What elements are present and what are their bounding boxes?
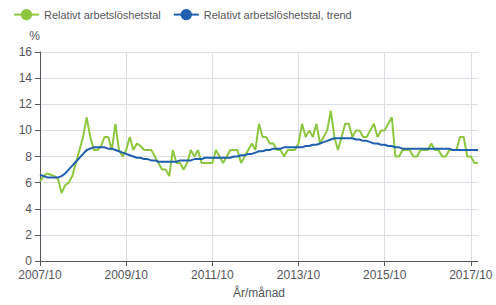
- svg-text:Relativt arbetslöshetstal: Relativt arbetslöshetstal: [44, 9, 161, 21]
- svg-text:12: 12: [19, 97, 33, 111]
- svg-text:Relativt arbetslöshetstal, tre: Relativt arbetslöshetstal, trend: [204, 9, 352, 21]
- svg-text:14: 14: [19, 71, 33, 85]
- svg-text:4: 4: [25, 202, 32, 216]
- svg-text:2017/10: 2017/10: [449, 268, 493, 282]
- svg-text:2007/10: 2007/10: [18, 268, 62, 282]
- svg-text:2011/10: 2011/10: [191, 268, 234, 282]
- svg-text:6: 6: [25, 176, 32, 190]
- svg-text:2013/10: 2013/10: [277, 268, 321, 282]
- svg-text:%: %: [29, 29, 40, 43]
- svg-text:8: 8: [25, 150, 32, 164]
- svg-text:0: 0: [25, 254, 32, 268]
- svg-text:2009/10: 2009/10: [104, 268, 148, 282]
- svg-text:16: 16: [19, 45, 33, 59]
- svg-text:2: 2: [25, 228, 32, 242]
- svg-text:10: 10: [19, 123, 33, 137]
- svg-text:2015/10: 2015/10: [363, 268, 407, 282]
- svg-text:År/månad: År/månad: [233, 285, 285, 300]
